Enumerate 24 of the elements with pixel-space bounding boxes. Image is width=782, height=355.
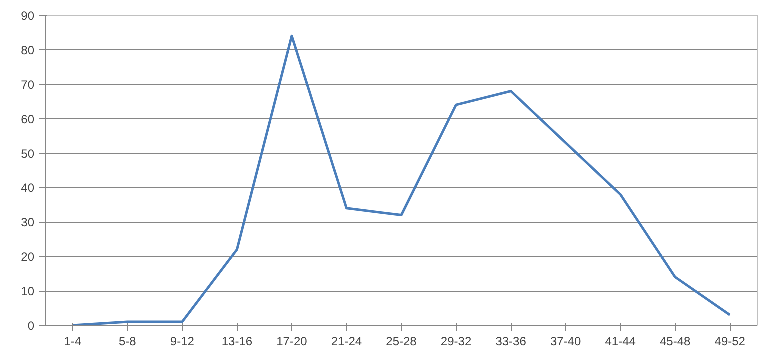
x-tick-label: 13-16 bbox=[222, 334, 253, 348]
line-series bbox=[72, 34, 732, 326]
x-tick-label: 29-32 bbox=[440, 334, 472, 348]
y-tick-label: 90 bbox=[21, 9, 35, 23]
x-tick-label: 25-28 bbox=[386, 334, 418, 348]
y-tick-label: 80 bbox=[21, 43, 35, 58]
x-tick-label: 21-24 bbox=[331, 334, 362, 348]
y-tick-label: 30 bbox=[21, 216, 35, 230]
x-tick-label: 17-20 bbox=[276, 334, 308, 348]
y-tick-label: 50 bbox=[21, 146, 35, 161]
x-tick-label: 1-4 bbox=[64, 334, 82, 348]
x-tick-label: 45-48 bbox=[660, 334, 692, 348]
x-tick-label: 9-12 bbox=[170, 334, 195, 348]
y-tick-label: 60 bbox=[21, 112, 35, 126]
y-tick-label: 20 bbox=[21, 250, 35, 264]
x-tick-label: 49-52 bbox=[714, 334, 746, 348]
x-tick-label: 41-44 bbox=[605, 334, 636, 348]
x-tick-label: 5-8 bbox=[118, 334, 137, 348]
y-tick-label: 70 bbox=[21, 78, 35, 92]
x-tick-label: 37-40 bbox=[550, 334, 582, 348]
y-tick-label: 40 bbox=[21, 181, 35, 196]
y-tick-label: 10 bbox=[21, 284, 35, 299]
x-tick-label: 33-36 bbox=[496, 334, 527, 348]
y-tick-label: 0 bbox=[28, 319, 35, 333]
